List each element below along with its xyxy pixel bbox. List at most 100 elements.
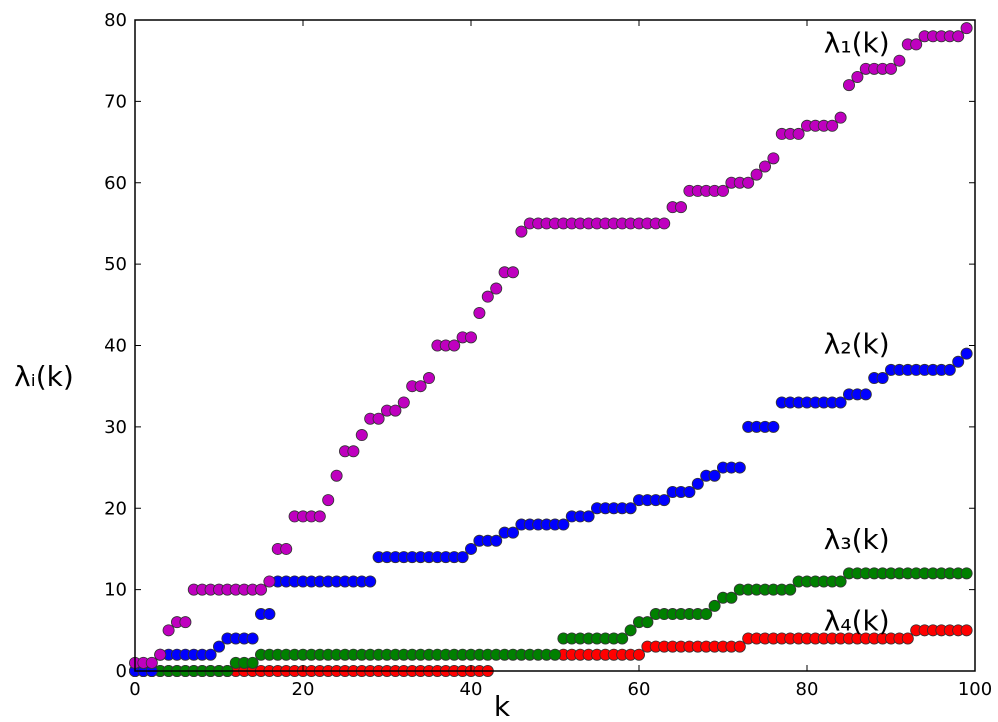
data-point	[826, 119, 839, 132]
axis-ticks	[134, 19, 976, 672]
data-point	[700, 608, 713, 621]
data-point	[885, 62, 898, 75]
data-point	[834, 575, 847, 588]
data-point	[960, 567, 973, 580]
data-point	[506, 266, 519, 279]
data-point	[683, 485, 696, 498]
x-axis-title: k	[494, 690, 511, 722]
data-point	[624, 624, 637, 637]
data-point	[355, 429, 368, 442]
data-point	[843, 79, 856, 92]
data-point	[750, 168, 763, 181]
data-point	[372, 412, 385, 425]
data-point	[490, 534, 503, 547]
data-point	[490, 282, 503, 295]
y-tick-label: 10	[104, 580, 127, 601]
y-tick-label: 0	[116, 661, 127, 682]
data-point	[582, 510, 595, 523]
data-point	[960, 22, 973, 35]
data-point	[834, 111, 847, 124]
tick-labels: 0 20 40 60 80 100 0 10 20 30 40 50 60 70 80	[104, 10, 992, 700]
series-label: λ₃(k)	[824, 523, 890, 556]
y-tick-label: 50	[104, 254, 127, 275]
data-point	[742, 176, 755, 189]
series-points	[128, 347, 973, 678]
data-point	[675, 201, 688, 214]
data-point	[549, 648, 562, 661]
data-point	[784, 583, 797, 596]
data-point	[322, 494, 335, 507]
data-point	[389, 404, 402, 417]
data-point	[691, 477, 704, 490]
data-point	[792, 127, 805, 140]
data-point	[641, 616, 654, 629]
data-point	[280, 542, 293, 555]
data-point	[162, 624, 175, 637]
data-point	[481, 290, 494, 303]
x-tick-label: 0	[129, 679, 140, 700]
data-point	[179, 616, 192, 629]
data-point	[422, 372, 435, 385]
data-point	[759, 160, 772, 173]
data-point	[347, 445, 360, 458]
data-point	[901, 632, 914, 645]
y-tick-label: 30	[104, 417, 127, 438]
data-point	[725, 591, 738, 604]
data-point	[515, 225, 528, 238]
data-point	[397, 396, 410, 409]
data-point	[456, 551, 469, 564]
y-tick-label: 60	[104, 173, 127, 194]
data-point	[464, 542, 477, 555]
data-point	[154, 648, 167, 661]
data-point	[708, 469, 721, 482]
data-point	[204, 648, 217, 661]
data-point	[506, 526, 519, 539]
data-point	[557, 518, 570, 531]
x-tick-label: 40	[460, 679, 483, 700]
data-point	[859, 388, 872, 401]
data-point	[473, 306, 486, 319]
series-points	[128, 22, 973, 669]
data-point	[364, 575, 377, 588]
series-label: λ₁(k)	[824, 27, 890, 60]
data-point	[246, 632, 259, 645]
data-point	[263, 575, 276, 588]
data-point	[767, 152, 780, 165]
x-tick-label: 80	[796, 679, 819, 700]
data-point	[263, 608, 276, 621]
y-tick-label: 80	[104, 10, 127, 31]
data-point	[212, 640, 225, 653]
data-point	[658, 217, 671, 230]
data-point	[330, 469, 343, 482]
series-label: λ₂(k)	[824, 328, 890, 361]
y-axis-title: λᵢ(k)	[14, 360, 74, 393]
data-point	[464, 331, 477, 344]
data-point	[145, 656, 158, 669]
data-point	[733, 461, 746, 474]
data-point	[960, 347, 973, 360]
data-point	[658, 494, 671, 507]
data-point	[624, 502, 637, 515]
data-point	[851, 70, 864, 83]
data-point	[910, 38, 923, 51]
series-labels: λ₁(k) λ₂(k) λ₃(k) λ₄(k)	[824, 27, 890, 638]
data-point	[952, 30, 965, 43]
data-point	[767, 420, 780, 433]
data-point	[952, 355, 965, 368]
data-point	[246, 656, 259, 669]
data-point	[254, 583, 267, 596]
series-label: λ₄(k)	[824, 604, 890, 637]
data-point	[633, 648, 646, 661]
data-point	[313, 510, 326, 523]
x-tick-label: 100	[958, 679, 992, 700]
y-tick-label: 70	[104, 91, 127, 112]
data-point	[708, 599, 721, 612]
y-tick-label: 40	[104, 336, 127, 357]
data-point	[893, 54, 906, 67]
data-point	[616, 632, 629, 645]
data-point	[876, 372, 889, 385]
y-tick-label: 20	[104, 498, 127, 519]
data-point	[943, 363, 956, 376]
data-point	[717, 184, 730, 197]
